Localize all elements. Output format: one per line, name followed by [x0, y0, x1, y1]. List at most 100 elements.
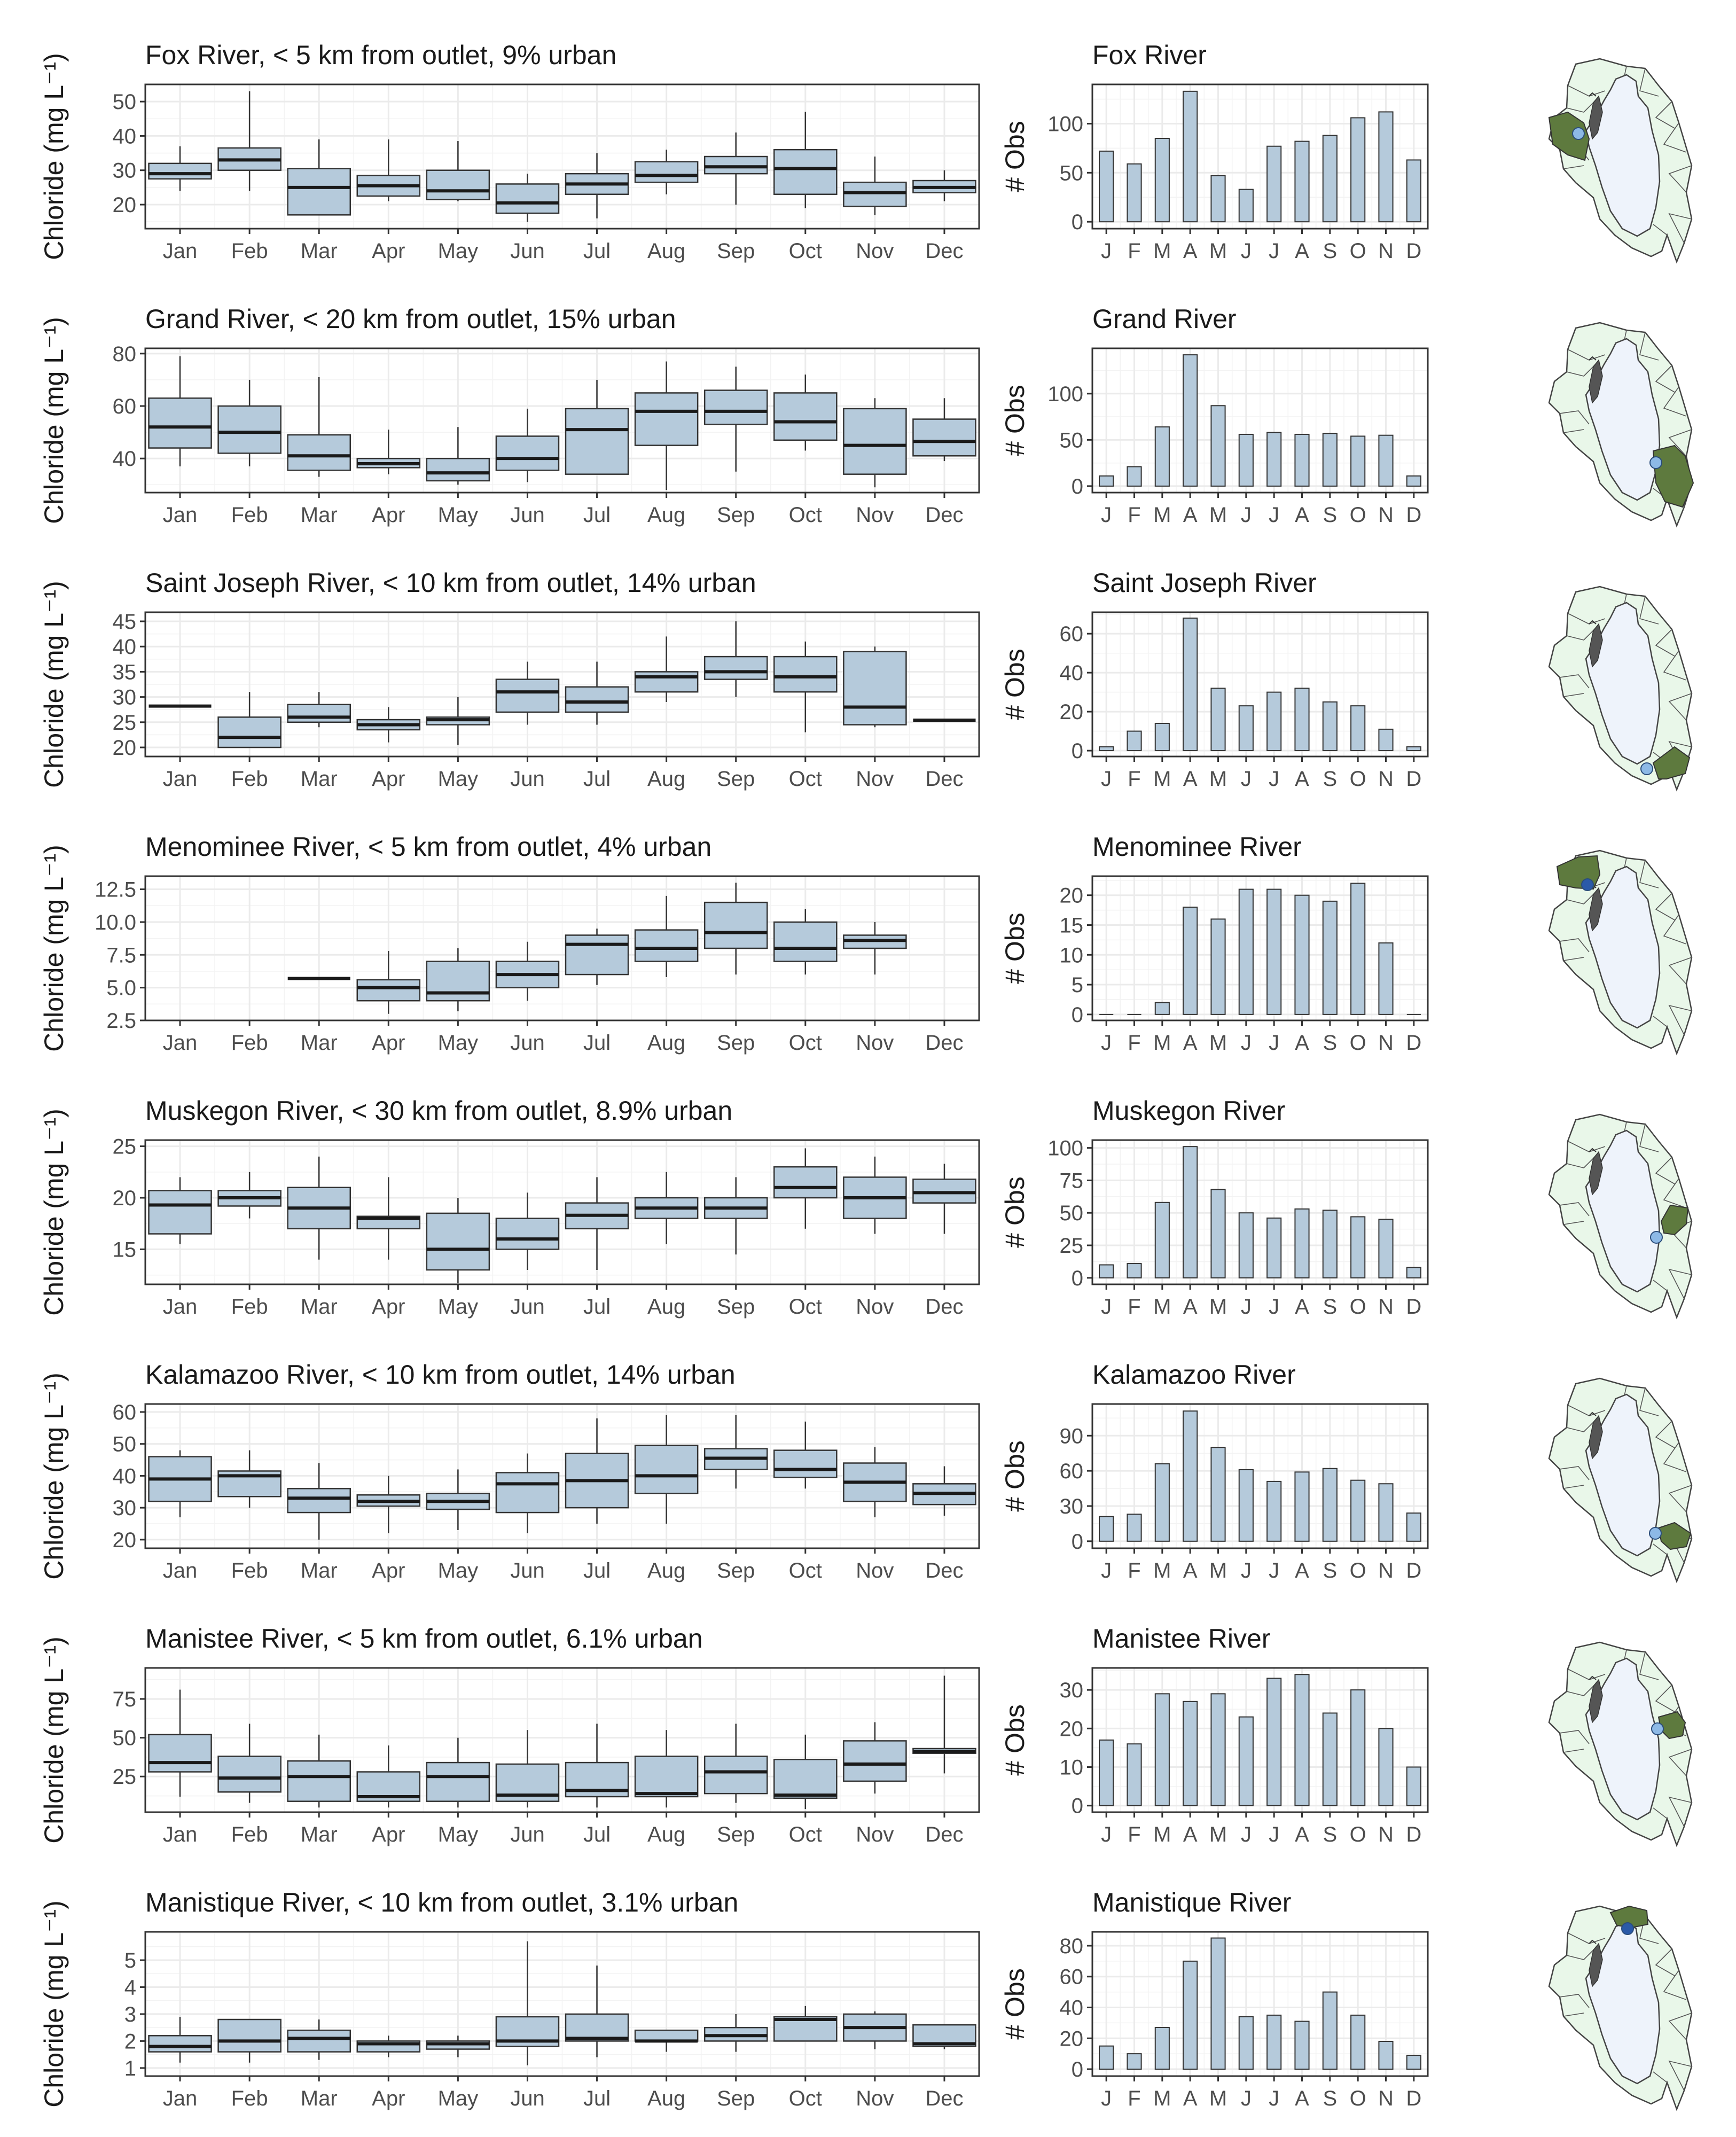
panel-border	[1091, 1931, 1429, 2077]
x-tick-label: A	[1295, 1823, 1309, 1846]
watershed-boundary	[1639, 860, 1659, 888]
x-tick-label: J	[1241, 2087, 1252, 2110]
watershed-boundary	[1639, 1651, 1659, 1680]
watershed-boundary	[1559, 938, 1590, 953]
obs-axis-title: # Obs	[1000, 649, 1030, 720]
x-tick-label: Jan	[163, 239, 198, 263]
x-tick-label: M	[1153, 1031, 1171, 1055]
row-1: Fox River, < 5 km from outlet, 9% urban C…	[39, 40, 1693, 264]
x-tick-label: M	[1209, 1823, 1227, 1846]
box-may	[426, 169, 490, 200]
x-tick-label: Feb	[231, 239, 268, 263]
bar-7	[1294, 141, 1310, 223]
panel-border	[144, 611, 980, 758]
watershed-boundary	[1566, 1421, 1595, 1432]
green-bay	[1589, 1415, 1603, 1460]
x-tick-label: A	[1183, 1823, 1198, 1846]
watershed-boundary	[1563, 2013, 1584, 2017]
box-may	[426, 1212, 490, 1271]
x-tick-label: May	[438, 1559, 479, 1582]
y-tick-label: 40	[113, 1464, 137, 1488]
bar-1	[1127, 1514, 1142, 1542]
y-tick-label: 45	[113, 610, 137, 634]
x-tick-label: May	[438, 503, 479, 527]
x-tick-label: J	[1101, 2087, 1112, 2110]
x-tick-label: Jun	[510, 1823, 545, 1846]
x-tick-label: F	[1128, 1031, 1140, 1055]
x-tick-label: J	[1241, 1031, 1252, 1055]
x-tick-label: Oct	[789, 1559, 822, 1582]
y-tick-label: 20	[113, 193, 137, 217]
door-peninsula	[1589, 1148, 1597, 1152]
x-tick-label: Jul	[583, 1295, 611, 1319]
watershed-boundary	[1559, 1730, 1590, 1744]
x-tick-label: D	[1406, 1295, 1421, 1319]
watershed-boundary	[1563, 957, 1584, 961]
x-tick-label: M	[1209, 1559, 1227, 1582]
bar-8	[1322, 1712, 1338, 1806]
bar-4	[1210, 1693, 1226, 1806]
x-tick-label: Mar	[301, 1031, 338, 1055]
x-tick-label: Jan	[163, 2087, 198, 2110]
x-tick-label: Nov	[856, 1031, 894, 1055]
boxplot-title: Saint Joseph River, < 10 km from outlet,…	[145, 568, 756, 598]
panel-border	[144, 83, 980, 230]
x-tick-label: Oct	[789, 1823, 822, 1846]
y-tick-label: 40	[1060, 661, 1084, 685]
bar-title: Fox River	[1092, 40, 1207, 70]
x-tick-label: S	[1323, 767, 1337, 791]
x-tick-label: Jan	[163, 767, 198, 791]
x-tick-label: Sep	[717, 503, 755, 527]
box-jul	[565, 2013, 629, 2042]
x-tick-label: M	[1153, 2087, 1171, 2110]
basin-map	[1548, 58, 1693, 264]
bar-2	[1154, 2027, 1170, 2070]
x-tick-label: A	[1183, 1295, 1198, 1319]
y-tick-label: 0	[1072, 1530, 1083, 1554]
bar-8	[1322, 135, 1338, 223]
green-bay	[1589, 887, 1603, 932]
bar-5	[1238, 1716, 1254, 1806]
bar-2	[1154, 1693, 1170, 1806]
x-tick-label: O	[1350, 503, 1366, 527]
bar-6	[1266, 432, 1282, 487]
y-tick-label: 15	[1060, 914, 1084, 937]
x-tick-label: Feb	[231, 1823, 268, 1846]
boxplot-panel: Saint Joseph River, < 10 km from outlet,…	[39, 568, 980, 791]
bar-11	[1406, 1512, 1421, 1542]
x-tick-label: Apr	[372, 1823, 405, 1846]
y-tick-label: 50	[1060, 428, 1084, 452]
x-tick-label: O	[1350, 1823, 1366, 1846]
watershed-boundary	[1559, 1202, 1590, 1216]
bar-9	[1350, 2014, 1366, 2070]
y-tick-label: 0	[1072, 475, 1083, 498]
watershed-boundary	[1653, 2071, 1668, 2083]
box-aug	[634, 392, 699, 446]
boxplot-title: Muskegon River, < 30 km from outlet, 8.9…	[145, 1096, 732, 1126]
door-peninsula	[1589, 1939, 1597, 1944]
box-may	[426, 961, 490, 1002]
y-axis-title: Chloride (mg L⁻¹)	[39, 1372, 69, 1580]
box-aug	[634, 1756, 699, 1798]
x-tick-label: F	[1128, 1295, 1140, 1319]
box-oct	[773, 1759, 838, 1799]
watershed-boundary	[1655, 365, 1675, 393]
box-oct	[773, 149, 838, 195]
y-axis-title: Chloride (mg L⁻¹)	[39, 845, 69, 1052]
watershed-boundary	[1653, 1543, 1668, 1555]
watershed-boundary	[1668, 429, 1692, 457]
bar-title: Menominee River	[1092, 832, 1302, 862]
row-4: Menominee River, < 5 km from outlet, 4% …	[39, 832, 1693, 1056]
x-tick-label: Feb	[231, 1295, 268, 1319]
y-tick-label: 5	[124, 1949, 136, 1972]
bar-10	[1378, 728, 1394, 752]
x-tick-label: N	[1378, 767, 1394, 791]
panel-border	[144, 347, 980, 494]
y-axis-title: Chloride (mg L⁻¹)	[39, 1109, 69, 1316]
x-tick-label: N	[1378, 1559, 1394, 1582]
watershed-boundary	[1668, 693, 1692, 721]
x-tick-label: Dec	[925, 239, 963, 263]
panel-border	[144, 875, 980, 1021]
box-sep	[703, 656, 768, 680]
